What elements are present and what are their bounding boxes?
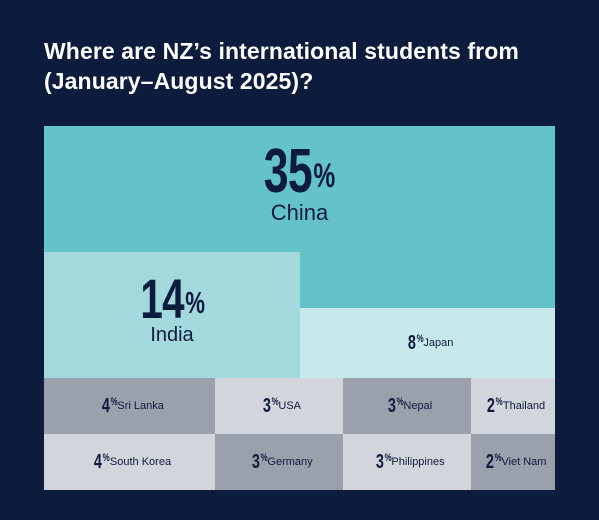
chart-title: Where are NZ’s international students fr… (44, 38, 519, 94)
value-label: 35% (264, 137, 335, 206)
category-label: Viet Nam (501, 456, 547, 468)
treemap-cell-south-korea: 4% South Korea (44, 434, 215, 490)
category-label: Philippines (391, 456, 445, 468)
treemap-cell-viet-nam: 2% Viet Nam (471, 434, 555, 490)
value-label: 8% (407, 331, 423, 354)
category-label: India (150, 324, 194, 346)
treemap-cell-germany: 3% Germany (215, 434, 343, 490)
category-label: Thailand (502, 400, 546, 412)
treemap-cell-thailand: 2% Thailand (471, 378, 555, 434)
treemap-cell-philippines: 3% Philippines (343, 434, 471, 490)
value-label: 2% (486, 394, 503, 417)
value-label: 3% (251, 450, 267, 473)
value-label: 3% (375, 450, 391, 473)
category-label: Germany (267, 456, 313, 468)
value-label: 3% (262, 394, 278, 417)
category-label: Sri Lanka (117, 400, 164, 412)
category-label: Nepal (403, 400, 433, 412)
treemap-chart: 35% China 14% India 8% Japan 4% Sri Lanka 3% USA 3… (44, 126, 555, 490)
category-label: South Korea (109, 456, 172, 468)
treemap-cell-nepal: 3% Nepal (343, 378, 471, 434)
treemap-cell-japan: 8% Japan (300, 308, 555, 378)
category-label: China (270, 200, 329, 225)
treemap-cell-india: 14% India (44, 252, 300, 378)
value-label: 4% (93, 450, 110, 473)
treemap-cell-usa: 3% USA (215, 378, 343, 434)
value-label: 2% (485, 450, 501, 473)
value-label: 3% (387, 394, 403, 417)
category-label: Japan (423, 337, 454, 349)
category-label: USA (278, 400, 302, 412)
treemap-cell-sri-lanka: 4% Sri Lanka (44, 378, 215, 434)
value-label: 14% (140, 267, 205, 330)
value-label: 4% (101, 394, 117, 417)
